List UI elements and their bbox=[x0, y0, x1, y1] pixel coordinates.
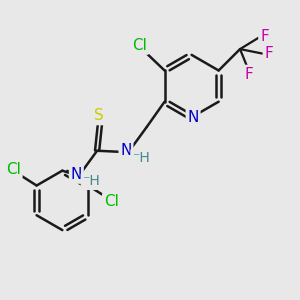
Text: S: S bbox=[94, 109, 103, 124]
Text: N: N bbox=[120, 143, 132, 158]
Text: N: N bbox=[188, 110, 199, 125]
Text: Cl: Cl bbox=[6, 162, 21, 177]
Text: Cl: Cl bbox=[133, 38, 147, 53]
Text: F: F bbox=[260, 29, 269, 44]
Text: Cl: Cl bbox=[104, 194, 119, 209]
Text: N: N bbox=[70, 167, 82, 182]
Text: ⁻H: ⁻H bbox=[82, 174, 100, 188]
Text: ⁻H: ⁻H bbox=[132, 151, 150, 165]
Text: F: F bbox=[244, 67, 253, 82]
Text: F: F bbox=[265, 46, 273, 61]
